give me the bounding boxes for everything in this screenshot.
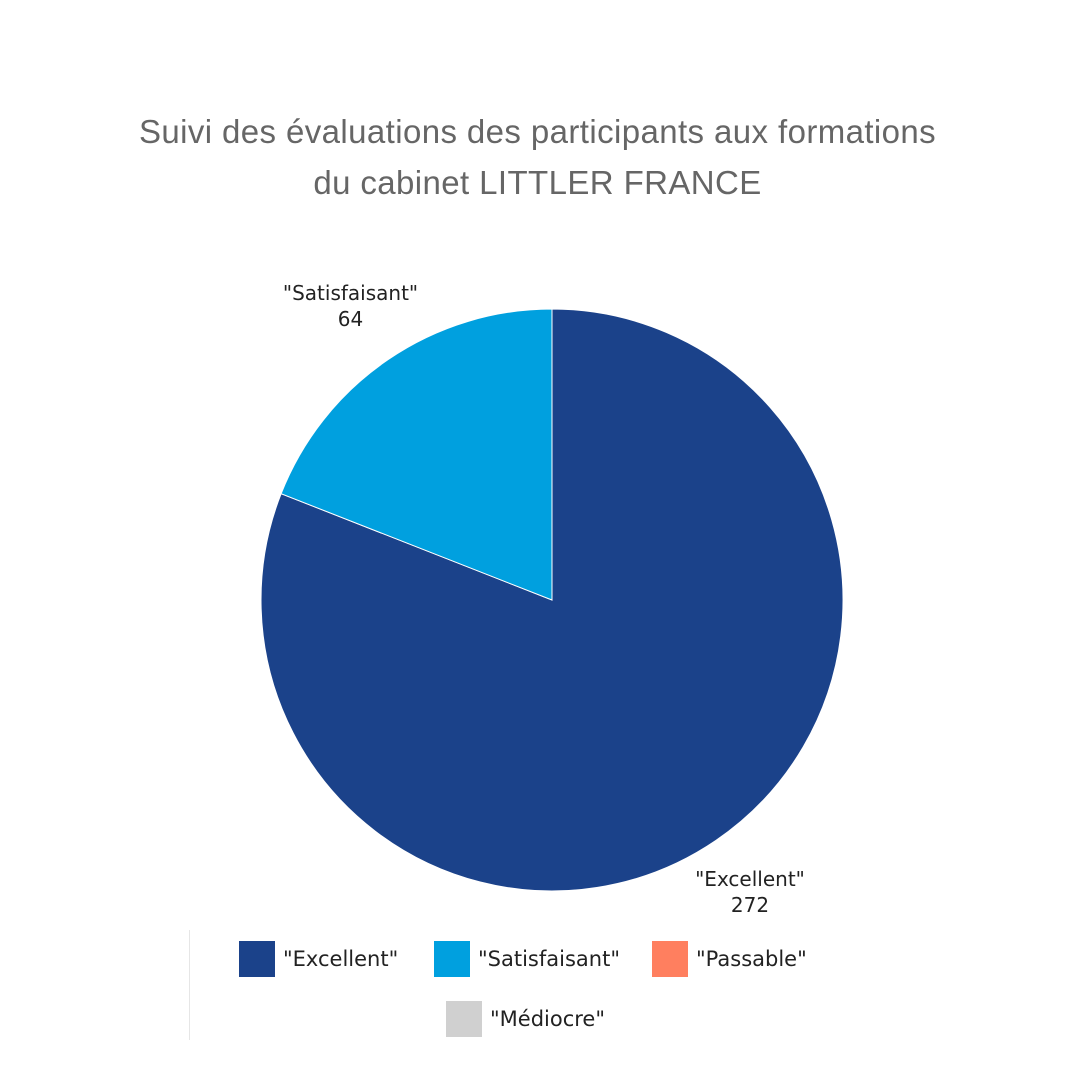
legend-swatch-satisfaisant: [434, 941, 470, 977]
legend-item-mediocre[interactable]: "Médiocre": [446, 1001, 605, 1037]
legend-item-passable[interactable]: "Passable": [652, 941, 807, 977]
legend-divider: [189, 930, 190, 1040]
legend-label-mediocre: "Médiocre": [490, 1007, 606, 1031]
legend-label-satisfaisant: "Satisfaisant": [478, 947, 620, 971]
legend-swatch-excellent: [239, 941, 275, 977]
data-label-excellent-name: "Excellent": [695, 867, 805, 891]
pie-slice-satisfaisant[interactable]: [280, 308, 553, 601]
chart-title: Suivi des évaluations des participants a…: [40, 106, 1035, 208]
legend-label-passable: "Passable": [696, 947, 807, 971]
legend-label-excellent: "Excellent": [283, 947, 399, 971]
chart-title-line-1: Suivi des évaluations des participants a…: [138, 113, 937, 150]
data-label-satisfaisant-value: 64: [337, 307, 364, 331]
legend-item-satisfaisant[interactable]: "Satisfaisant": [434, 941, 620, 977]
data-label-excellent: "Excellent" 272: [675, 866, 825, 918]
legend-swatch-mediocre: [446, 1001, 482, 1037]
data-label-excellent-value: 272: [730, 893, 770, 917]
legend-swatch-passable: [652, 941, 688, 977]
data-label-satisfaisant: "Satisfaisant" 64: [263, 280, 438, 332]
legend-item-excellent[interactable]: "Excellent": [239, 941, 398, 977]
chart-title-line-2: du cabinet LITTLER FRANCE: [313, 164, 762, 201]
data-label-satisfaisant-name: "Satisfaisant": [282, 281, 419, 305]
